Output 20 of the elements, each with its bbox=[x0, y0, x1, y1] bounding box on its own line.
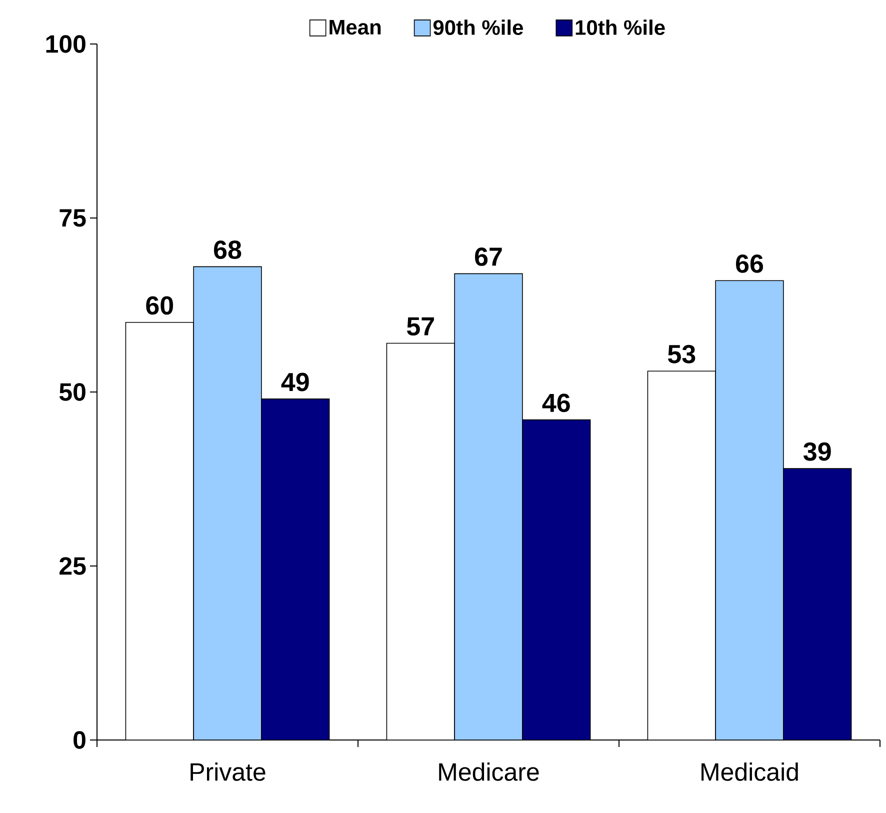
data-label: 46 bbox=[542, 394, 570, 412]
data-label: 49 bbox=[281, 372, 309, 392]
data-label: 57 bbox=[406, 317, 434, 336]
data-label: 68 bbox=[214, 240, 242, 259]
data-label: 39 bbox=[803, 442, 831, 461]
legend-label: Mean bbox=[330, 20, 381, 35]
y-tick-label: 100 bbox=[46, 35, 86, 53]
legend-label: 10th %ile bbox=[576, 20, 665, 36]
x-tick-label: Medicare bbox=[439, 762, 539, 781]
y-tick-label: 25 bbox=[60, 557, 86, 575]
x-tick-label: Private bbox=[190, 762, 266, 781]
legend-label: 90th %ile bbox=[433, 20, 524, 36]
y-tick-label: 0 bbox=[74, 731, 86, 749]
data-label: 53 bbox=[668, 344, 696, 364]
data-label: 67 bbox=[475, 248, 502, 266]
x-tick-label: Medicaid bbox=[702, 762, 798, 781]
data-label: 60 bbox=[146, 296, 174, 315]
y-tick-label: 75 bbox=[60, 209, 86, 227]
data-label: 66 bbox=[736, 254, 764, 273]
y-tick-label: 50 bbox=[59, 383, 86, 401]
